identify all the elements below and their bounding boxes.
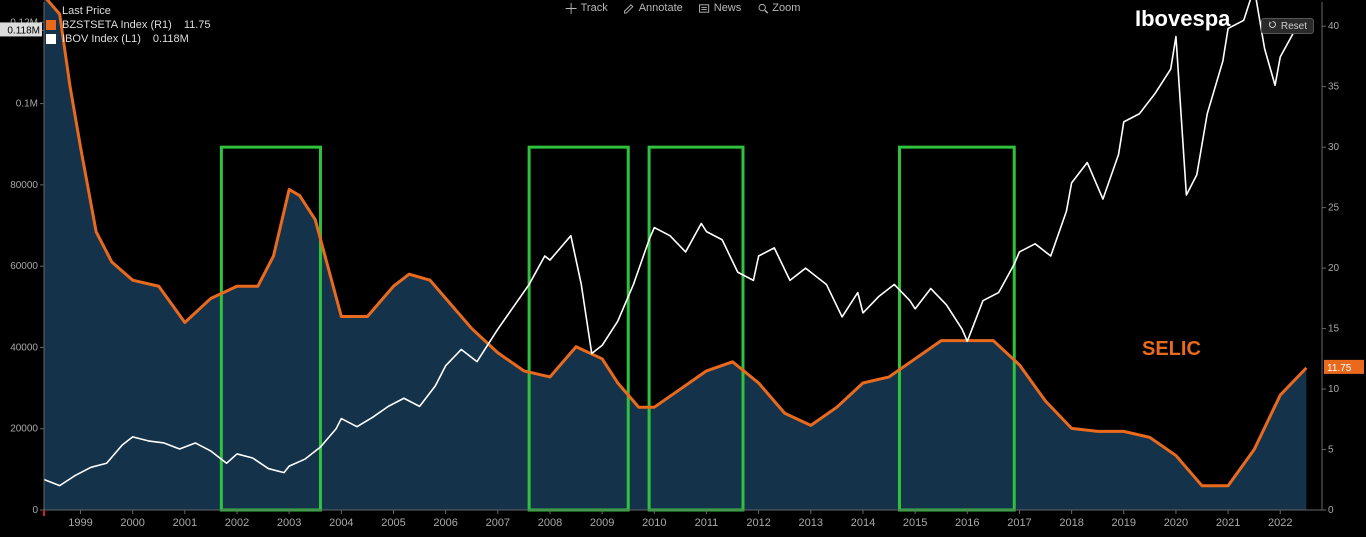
legend-title-row: Last Price — [46, 4, 211, 18]
x-tick-label: 1999 — [68, 517, 92, 529]
annotation-ibovespa: Ibovespa — [1135, 6, 1230, 32]
reset-label: Reset — [1281, 21, 1307, 32]
annotation-selic: SELIC — [1142, 338, 1201, 361]
news-icon — [699, 3, 710, 14]
x-tick-label: 2017 — [1007, 517, 1031, 529]
x-tick-label: 2010 — [642, 517, 666, 529]
legend-swatch-0 — [46, 20, 56, 30]
legend-title: Last Price — [62, 4, 111, 18]
x-tick-label: 2022 — [1268, 517, 1292, 529]
chart-toolbar: Track Annotate News Zoom — [566, 2, 801, 14]
pencil-icon — [624, 3, 635, 14]
right-tick-label: 0 — [1328, 505, 1334, 516]
legend-box: Last Price BZSTSETA Index (R1) 11.75 IBO… — [46, 4, 211, 46]
right-tick-label: 35 — [1328, 82, 1340, 93]
x-tick-label: 2019 — [1112, 517, 1136, 529]
reset-icon — [1268, 20, 1277, 32]
legend-swatch-1 — [46, 34, 56, 44]
x-tick-label: 2021 — [1216, 517, 1240, 529]
x-tick-label: 2013 — [799, 517, 823, 529]
right-tick-label: 25 — [1328, 203, 1340, 214]
left-tick-label: 0 — [32, 505, 38, 516]
x-tick-label: 2000 — [120, 517, 144, 529]
zoom-button[interactable]: Zoom — [757, 2, 800, 14]
annotate-label: Annotate — [639, 2, 683, 14]
news-label: News — [714, 2, 742, 14]
legend-label-1: IBOV Index (L1) — [62, 32, 141, 46]
right-tick-label: 20 — [1328, 263, 1340, 274]
legend-value-0: 11.75 — [184, 18, 211, 32]
crosshair-icon — [566, 3, 577, 14]
x-tick-label: 2005 — [381, 517, 405, 529]
x-tick-label: 2002 — [225, 517, 249, 529]
left-tick-label: 60000 — [10, 261, 38, 272]
x-tick-label: 2009 — [590, 517, 614, 529]
left-tick-label: 20000 — [10, 424, 38, 435]
legend-row-0[interactable]: BZSTSETA Index (R1) 11.75 — [46, 18, 211, 32]
x-tick-label: 2003 — [277, 517, 301, 529]
x-tick-label: 2020 — [1164, 517, 1188, 529]
x-tick-label: 2014 — [851, 517, 875, 529]
chart-canvas[interactable]: 0200004000060000800000.1M0.118M0.12M0.11… — [0, 0, 1366, 537]
annotate-button[interactable]: Annotate — [624, 2, 683, 14]
legend-row-1[interactable]: IBOV Index (L1) 0.118M — [46, 32, 211, 46]
x-tick-label: 2006 — [433, 517, 457, 529]
x-tick-label: 2008 — [538, 517, 562, 529]
x-tick-label: 2007 — [486, 517, 510, 529]
left-tick-label: 0.1M — [16, 99, 38, 110]
right-tick-label: 5 — [1328, 445, 1334, 456]
track-label: Track — [581, 2, 608, 14]
x-tick-label: 2016 — [955, 517, 979, 529]
left-current-marker: 0.118M — [7, 25, 40, 36]
track-button[interactable]: Track — [566, 2, 608, 14]
x-tick-label: 2012 — [746, 517, 770, 529]
reset-button[interactable]: Reset — [1261, 18, 1314, 34]
right-tick-label: 15 — [1328, 324, 1340, 335]
x-tick-label: 2015 — [903, 517, 927, 529]
zoom-icon — [757, 3, 768, 14]
left-tick-label: 80000 — [10, 180, 38, 191]
x-tick-label: 2004 — [329, 517, 353, 529]
right-tick-label: 10 — [1328, 384, 1340, 395]
left-tick-label: 40000 — [10, 342, 38, 353]
legend-value-1: 0.118M — [153, 32, 189, 46]
x-tick-label: 2001 — [173, 517, 197, 529]
news-button[interactable]: News — [699, 2, 742, 14]
right-tick-label: 30 — [1328, 142, 1340, 153]
x-tick-label: 2018 — [1059, 517, 1083, 529]
right-tick-label: 40 — [1328, 21, 1340, 32]
zoom-label: Zoom — [772, 2, 800, 14]
right-current-marker: 11.75 — [1327, 363, 1352, 374]
legend-label-0: BZSTSETA Index (R1) — [62, 18, 172, 32]
x-tick-label: 2011 — [695, 517, 719, 529]
